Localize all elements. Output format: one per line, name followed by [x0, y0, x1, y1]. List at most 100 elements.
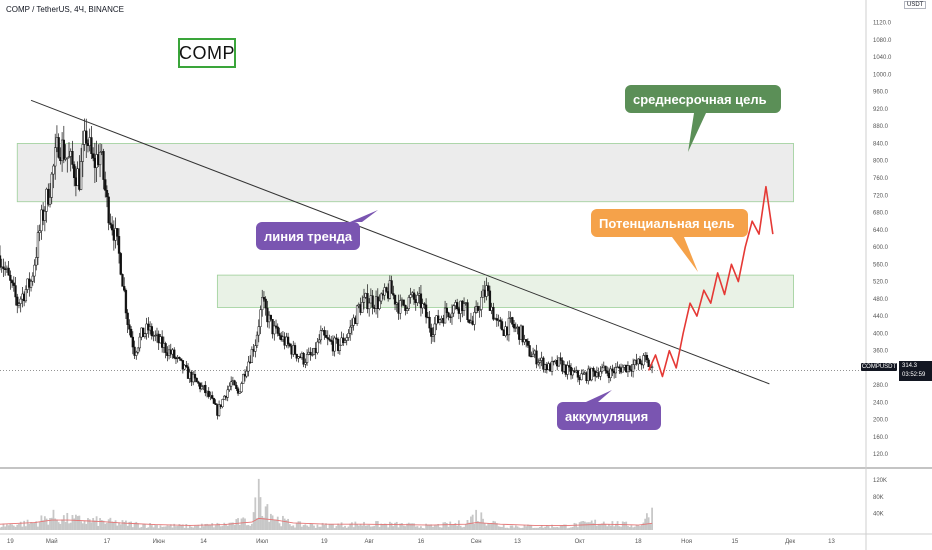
volume-bar: [577, 527, 579, 530]
volume-bar: [407, 522, 410, 530]
volume-bar: [494, 521, 497, 530]
volume-bar: [200, 523, 203, 530]
volume-bar: [544, 526, 547, 530]
volume-bar: [323, 524, 326, 530]
candle-body: [257, 326, 260, 336]
volume-bar: [582, 521, 584, 530]
candle-body: [73, 164, 76, 179]
volume-bar: [333, 528, 336, 530]
volume-bar: [240, 518, 243, 530]
volume-bar: [294, 527, 296, 530]
volume-bar: [613, 526, 616, 530]
volume-bar: [38, 521, 41, 530]
time-tick-label: 15: [732, 539, 739, 545]
volume-bar: [570, 527, 572, 530]
volume-bar: [180, 525, 183, 530]
volume-bar: [11, 524, 13, 530]
candle-body: [371, 295, 374, 308]
volume-bar: [621, 521, 624, 530]
candle-body: [645, 355, 649, 361]
price-tick-label: 880.0: [873, 124, 889, 130]
candle-body: [217, 404, 221, 416]
volume-bar: [445, 522, 448, 530]
candle-body: [419, 293, 423, 309]
volume-bar: [439, 527, 441, 530]
candle-body: [221, 399, 224, 407]
volume-bar: [340, 522, 343, 530]
price-tick-label: 280.0: [873, 383, 889, 389]
volume-bar: [627, 525, 629, 530]
volume-bar: [211, 523, 214, 530]
volume-bar: [107, 519, 110, 530]
volume-bar: [223, 522, 226, 530]
volume-bar: [152, 527, 155, 530]
volume-bar: [249, 525, 252, 530]
volume-bar: [618, 526, 621, 530]
volume-bar: [447, 526, 450, 530]
volume-bar: [171, 527, 174, 530]
volume-bar: [42, 520, 45, 530]
volume-bar: [304, 524, 307, 530]
volume-bar: [428, 524, 431, 530]
candle-body: [456, 302, 459, 310]
candle-body: [305, 354, 309, 363]
candle-body: [254, 345, 257, 352]
candle-body: [580, 373, 583, 381]
candle-body: [183, 364, 186, 370]
candle-body: [500, 321, 504, 331]
candle-body: [105, 190, 109, 198]
volume-bar: [245, 525, 248, 530]
candle-body: [424, 304, 428, 318]
candle-body: [198, 383, 202, 390]
candle-body: [443, 307, 447, 324]
volume-bar: [0, 526, 3, 530]
volume-bar: [357, 525, 360, 530]
candle-body: [133, 346, 136, 356]
volume-bar: [218, 523, 220, 530]
candle-body: [604, 365, 607, 372]
candle-body: [98, 151, 102, 166]
volume-bar: [199, 527, 202, 530]
volume-bar: [285, 520, 288, 530]
volume-bar: [356, 524, 358, 530]
volume-bar: [45, 518, 48, 530]
price-tick-label: 200.0: [873, 418, 889, 424]
volume-bar: [444, 522, 446, 530]
candle-body: [347, 333, 350, 338]
candle-body: [402, 299, 405, 306]
candle-body: [262, 297, 266, 300]
volume-bar: [169, 524, 172, 530]
candle-body: [245, 370, 248, 377]
volume-bar: [150, 525, 153, 530]
candle-body: [17, 303, 21, 306]
volume-bar: [369, 526, 372, 530]
bar-countdown: 03:52:59: [902, 372, 926, 378]
volume-bar: [228, 522, 231, 530]
currency-tag[interactable]: USDT: [904, 1, 927, 9]
volume-bar: [104, 523, 107, 530]
volume-bar: [6, 524, 8, 530]
volume-bar: [54, 518, 57, 530]
candle-body: [261, 297, 264, 311]
volume-bar: [547, 526, 550, 530]
volume-bar: [368, 524, 371, 530]
volume-bar: [214, 525, 217, 530]
volume-bar: [175, 526, 177, 530]
volume-bar: [649, 523, 652, 530]
volume-bar: [12, 525, 15, 530]
volume-bar: [387, 527, 390, 530]
volume-bar: [495, 523, 498, 530]
volume-bar: [75, 514, 77, 530]
volume-bar: [226, 525, 229, 530]
candle-body: [142, 327, 145, 338]
candle-body: [390, 280, 393, 294]
candle-body: [416, 294, 419, 303]
volume-bar: [242, 517, 245, 530]
time-tick-label: 19: [7, 539, 14, 545]
candle-body: [54, 147, 57, 167]
candle-body: [278, 333, 281, 336]
volume-bar: [401, 523, 403, 530]
volume-bar: [126, 525, 129, 530]
candle-body: [24, 289, 28, 302]
